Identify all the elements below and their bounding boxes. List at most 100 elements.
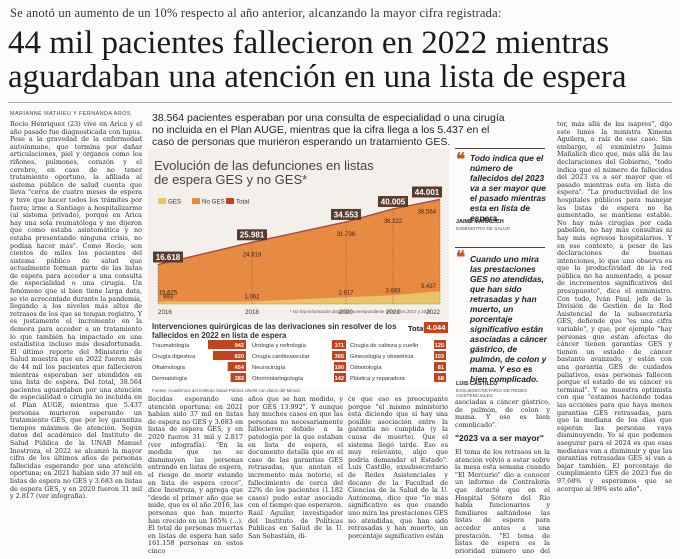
source-note: Fuente: Académico del Instituto Salud Pú… (152, 388, 301, 393)
bar-1-1 (332, 351, 346, 360)
byline: MARIANNE MATHIEU Y FERNANDA AROS (10, 111, 131, 117)
total-value: 4.044 (424, 322, 448, 333)
noges-label-2016: 15.625 (159, 291, 178, 297)
bar-value-2-1: 103 (435, 354, 444, 360)
quote-rule (455, 148, 545, 149)
legend-label-0: GES (168, 199, 181, 206)
bar-2-1 (434, 351, 446, 360)
bar-0-2 (227, 362, 246, 371)
noges-label-2018: 24.919 (243, 252, 262, 258)
bar-2-3 (434, 373, 446, 382)
bar-1-3 (334, 373, 346, 382)
total-box-2021 (378, 195, 408, 207)
row-label-0-3: Dermatología (152, 376, 188, 382)
bar-1-2 (334, 362, 346, 371)
legend-label-2: Total (236, 199, 249, 206)
row-label-1-3: Otorrinolaringología (252, 376, 304, 382)
total-label: Total (408, 324, 426, 333)
total-label-2018: 25.981 (240, 231, 265, 240)
row-label-1-2: Neurocirugía (252, 365, 286, 371)
total-line (157, 198, 441, 266)
total-box-2016 (153, 251, 183, 263)
bar-value-1-3: 142 (335, 376, 344, 382)
row-label-2-1: Ginecología y obstetricia (350, 354, 414, 360)
ges-area (158, 291, 440, 304)
bar-0-3 (230, 373, 246, 382)
legend-swatch-0 (158, 198, 166, 204)
lead-paragraph: 38.564 pacientes esperaban por una consu… (152, 112, 505, 148)
row-label-1-0: Urología y nefrología (252, 343, 307, 349)
noges-label-2021: 36.322 (384, 219, 403, 225)
row-label-0-1: Cirugía digestiva (152, 354, 196, 360)
x-tick-2021: 2021 (386, 309, 400, 316)
bar-2-2 (434, 362, 446, 371)
total-label-2020: 34.553 (334, 210, 359, 219)
chart-legend: GES No GES Total (158, 198, 249, 206)
column-2: llecidas esperando una atención oportuna… (148, 396, 243, 554)
column-3: años que se han medido, y por GES 13.992… (248, 396, 343, 540)
no-ges-area (158, 199, 440, 304)
bar-value-2-2: 81 (438, 365, 444, 371)
quote-2-role: EXSUBSECRETARIO DE REDES ASISTENCIALES (456, 388, 528, 398)
total-label-2022: 44.001 (415, 188, 440, 197)
total-label-2021: 40.005 (381, 197, 406, 206)
noges-label-2020: 31.736 (337, 232, 356, 238)
row-label-2-3: Plástica y reparadora (350, 376, 406, 382)
quote-2-author: LUIS CASTILLO (456, 381, 498, 387)
ges-label-2022: 5.437 (421, 284, 437, 290)
bar-1-0 (331, 340, 346, 349)
quote-1-author: JAIME MAÑALICH (456, 219, 504, 225)
bar-value-2-0: 125 (435, 343, 444, 349)
column-6: tor, más allá de las isapres", dijo este… (557, 121, 672, 493)
total-label-2016: 16.618 (156, 253, 181, 262)
legend-swatch-2 (226, 198, 234, 204)
x-tick-2022: 2022 (426, 309, 440, 316)
total-box-2020 (331, 208, 361, 220)
bar-value-1-0: 371 (335, 343, 344, 349)
row-label-1-1: Cirugía cardiovascular (252, 354, 310, 360)
area-chart: GES No GES Total 2016 2018 2020 2021 2022 16.6… (153, 186, 442, 316)
bar-value-0-0: 942 (235, 343, 244, 349)
row-label-2-2: Odontología (350, 365, 382, 371)
ges-label-2020: 2.817 (338, 290, 354, 296)
row-label-0-2: Oftalmología (152, 365, 186, 371)
row-label-0-0: Traumatología (152, 343, 190, 349)
divider (8, 102, 672, 103)
bar-value-0-1: 820 (235, 354, 244, 360)
bar-value-1-2: 190 (335, 365, 344, 371)
quote-1-role: EXMINISTRO DE SALUD (456, 226, 510, 231)
bar-value-0-3: 383 (235, 376, 244, 382)
surgery-panel (148, 320, 449, 386)
x-tick-2018: 2018 (245, 309, 259, 316)
bar-0-1 (212, 351, 246, 360)
bar-2-0 (434, 340, 446, 349)
total-box-2018 (237, 229, 267, 241)
quote-1: Todo indica que el número de fallecidos … (470, 153, 546, 223)
bar-value-1-1: 365 (335, 354, 344, 360)
chart-footnote: * No hay información disponible correspo… (290, 309, 432, 314)
bar-value-0-2: 454 (235, 365, 245, 371)
surgery-bar-chart: Traumatología 942 Cirugía digestiva 820 Ofta… (152, 340, 446, 382)
x-tick-2016: 2016 (158, 309, 172, 316)
legend-swatch-1 (192, 198, 200, 204)
column-5b: El tema de los retrasos en la atención v… (455, 449, 550, 554)
column-1: Rocío Henríquez (23) vive en Arica y el … (10, 121, 142, 501)
subheading: "2023 va a ser mayor" (455, 433, 544, 443)
ges-label-2021: 3.683 (385, 288, 401, 294)
legend-label-1: No GES (202, 199, 225, 206)
quote-2: Cuando uno mira las prestaciones GES no … (470, 254, 547, 384)
kicker: Se anotó un aumento de un 10% respecto a… (10, 6, 502, 20)
row-label-2-0: Cirugía de cabeza y cuello (350, 343, 418, 349)
total-box-2022 (412, 186, 442, 198)
surgery-title: Intervenciones quirúrgicas de las deriva… (152, 322, 397, 340)
ges-label-2016: 993 (163, 295, 174, 301)
bar-value-2-3: 68 (438, 376, 444, 382)
quote-mark-2: ❝ (456, 248, 466, 267)
headline: 44 mil pacientes fallecieron en 2022 mie… (8, 25, 627, 95)
quote-rule-2 (455, 247, 545, 248)
column-5: asociadas a cáncer gástrico, de pulmón, … (455, 399, 550, 427)
noges-label-2022: 38.564 (418, 209, 437, 215)
ges-label-2018: 1.062 (244, 294, 260, 300)
x-tick-2020: 2020 (339, 309, 353, 316)
chart-title: Evolución de las defunciones en listas d… (154, 158, 374, 187)
